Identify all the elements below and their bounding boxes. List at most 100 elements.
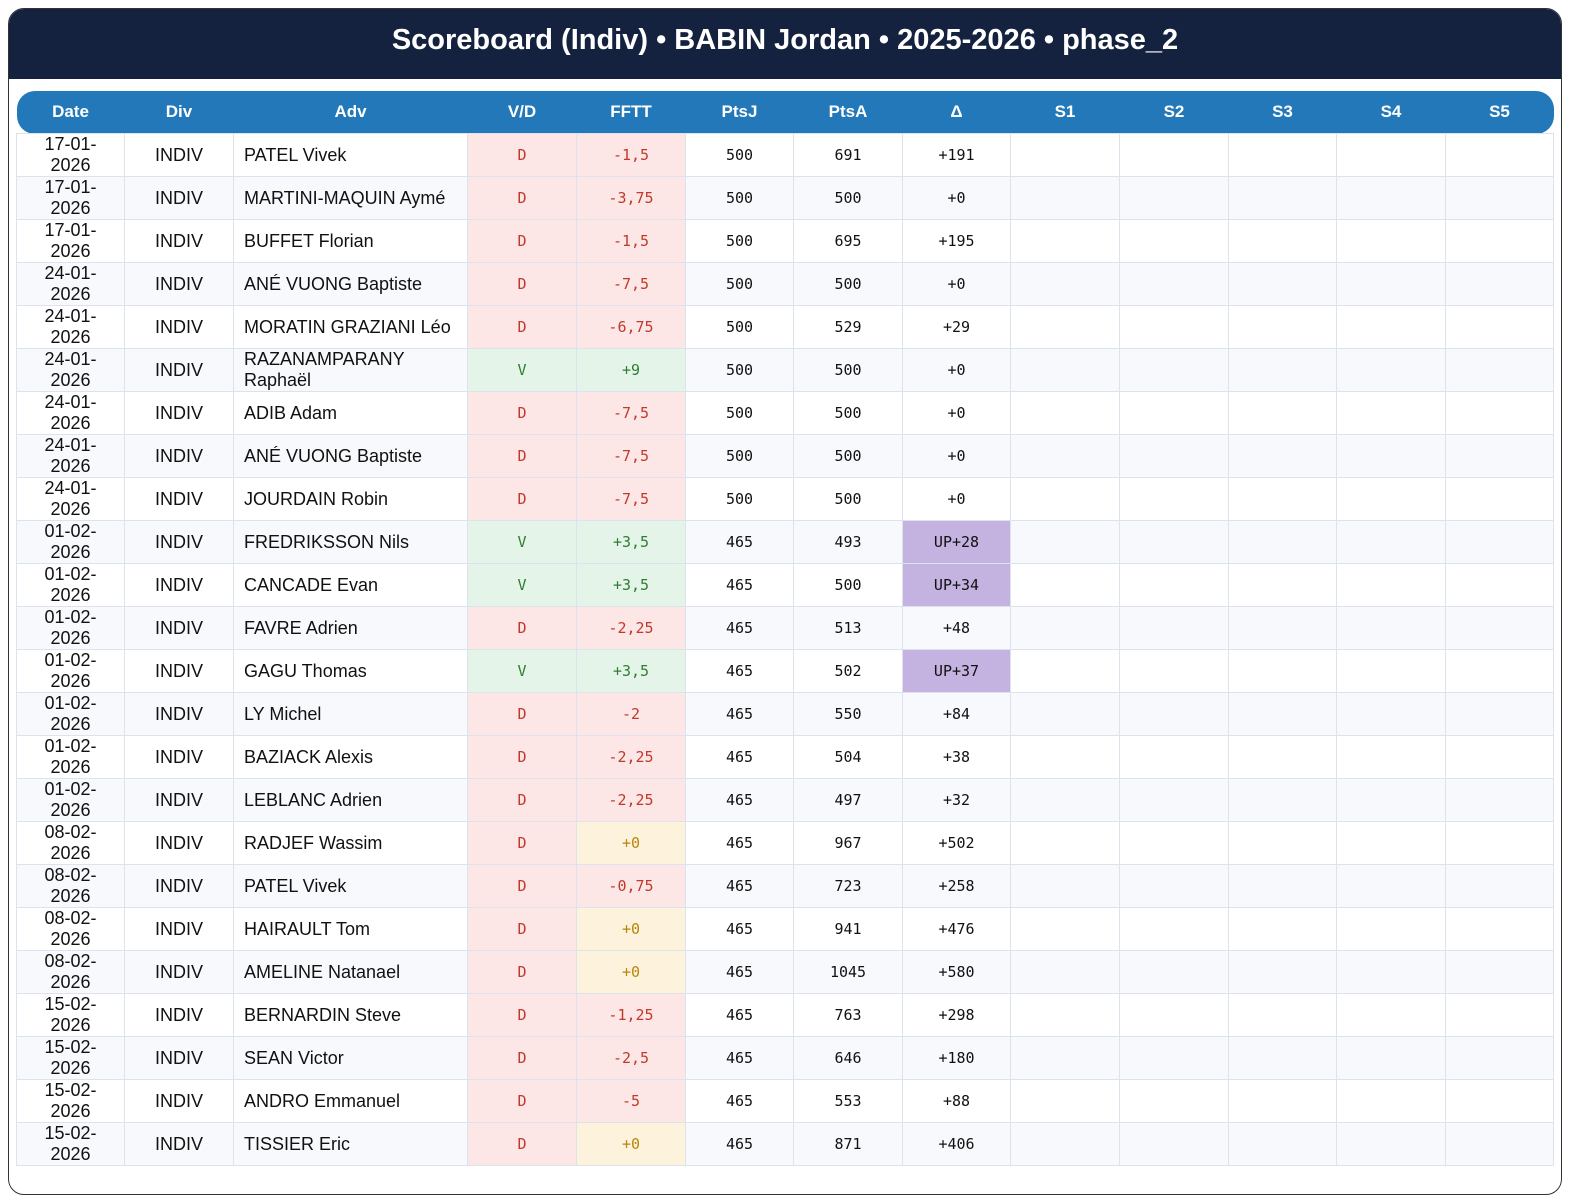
cell: 08-02-2026 (16, 950, 125, 994)
cell: 500 (793, 563, 903, 607)
row: 24-01-2026 INDIV JOURDAIN Robin D -7,5 500 500… (16, 477, 1554, 521)
cell: INDIV (124, 993, 234, 1037)
column-header: Div (124, 91, 234, 134)
empty-cell (1336, 821, 1446, 865)
column-header: S1 (1010, 91, 1120, 134)
cell: 504 (793, 735, 903, 779)
empty-cell (1119, 993, 1229, 1037)
cell: +580 (902, 950, 1011, 994)
empty-cell (1445, 477, 1554, 521)
cell: -7,5 (576, 391, 686, 435)
cell: -5 (576, 1079, 686, 1123)
empty-cell (1445, 778, 1554, 822)
cell: 01-02-2026 (16, 692, 125, 736)
empty-cell (1119, 950, 1229, 994)
row: 24-01-2026 INDIV MORATIN GRAZIANI Léo D -6,7… (16, 305, 1554, 349)
cell: 493 (793, 520, 903, 564)
cell: +191 (902, 133, 1011, 177)
empty-cell (1119, 864, 1229, 908)
score-table: Date Div Adv V/D FFTT PtsJ PtsA Δ S1 S2 S3 S4 S5 17-… (16, 91, 1554, 1166)
empty-cell (1336, 434, 1446, 478)
cell: 500 (793, 391, 903, 435)
cell: BUFFET Florian (233, 219, 468, 263)
cell: 500 (685, 434, 794, 478)
cell: D (467, 1036, 577, 1080)
cell: RAZANAMPARANY Raphaël (233, 348, 468, 392)
cell: -2,25 (576, 735, 686, 779)
cell: INDIV (124, 563, 234, 607)
cell: D (467, 262, 577, 306)
cell: V (467, 348, 577, 392)
cell: 500 (685, 305, 794, 349)
cell: 01-02-2026 (16, 606, 125, 650)
cell: -1,25 (576, 993, 686, 1037)
cell: D (467, 305, 577, 349)
cell: 465 (685, 692, 794, 736)
row: 15-02-2026 INDIV BERNARDIN Steve D -1,25 465 7… (16, 993, 1554, 1037)
cell: CANCADE Evan (233, 563, 468, 607)
empty-cell (1445, 950, 1554, 994)
column-header: S4 (1336, 91, 1446, 134)
empty-cell (1445, 692, 1554, 736)
cell: 500 (793, 176, 903, 220)
cell: INDIV (124, 305, 234, 349)
cell: INDIV (124, 821, 234, 865)
empty-cell (1010, 993, 1120, 1037)
cell: 553 (793, 1079, 903, 1123)
cell: INDIV (124, 735, 234, 779)
column-header: PtsJ (685, 91, 794, 134)
cell: +88 (902, 1079, 1011, 1123)
cell: D (467, 434, 577, 478)
empty-cell (1228, 1036, 1337, 1080)
empty-cell (1010, 1036, 1120, 1080)
column-header: S2 (1119, 91, 1229, 134)
cell: 17-01-2026 (16, 133, 125, 177)
cell: ANÉ VUONG Baptiste (233, 262, 468, 306)
cell: 513 (793, 606, 903, 650)
title: Scoreboard (Indiv) • BABIN Jordan • 2025… (9, 9, 1561, 79)
table-wrap: Date Div Adv V/D FFTT PtsJ PtsA Δ S1 S2 S3 S4 S5 17-… (16, 91, 1554, 1166)
cell: 465 (685, 864, 794, 908)
column-header: Adv (233, 91, 468, 134)
empty-cell (1010, 1122, 1120, 1166)
row: 01-02-2026 INDIV BAZIACK Alexis D -2,25 465 50… (16, 735, 1554, 779)
cell: BAZIACK Alexis (233, 735, 468, 779)
cell: +0 (576, 821, 686, 865)
cell: JOURDAIN Robin (233, 477, 468, 521)
cell: +84 (902, 692, 1011, 736)
empty-cell (1228, 219, 1337, 263)
cell: 465 (685, 778, 794, 822)
cell: INDIV (124, 950, 234, 994)
empty-cell (1228, 907, 1337, 951)
empty-cell (1119, 563, 1229, 607)
empty-cell (1228, 778, 1337, 822)
cell: +0 (902, 348, 1011, 392)
cell: +3,5 (576, 520, 686, 564)
cell: D (467, 133, 577, 177)
empty-cell (1445, 133, 1554, 177)
cell: D (467, 391, 577, 435)
empty-cell (1336, 262, 1446, 306)
cell: +0 (902, 391, 1011, 435)
cell: -3,75 (576, 176, 686, 220)
empty-cell (1228, 864, 1337, 908)
empty-cell (1010, 262, 1120, 306)
cell: D (467, 735, 577, 779)
empty-cell (1228, 520, 1337, 564)
cell: 465 (685, 735, 794, 779)
empty-cell (1228, 821, 1337, 865)
empty-cell (1228, 305, 1337, 349)
cell: 723 (793, 864, 903, 908)
empty-cell (1445, 219, 1554, 263)
empty-cell (1445, 606, 1554, 650)
cell: D (467, 606, 577, 650)
cell: 695 (793, 219, 903, 263)
cell: 500 (685, 348, 794, 392)
cell: D (467, 692, 577, 736)
cell: INDIV (124, 907, 234, 951)
empty-cell (1010, 563, 1120, 607)
cell: D (467, 821, 577, 865)
empty-cell (1010, 520, 1120, 564)
empty-cell (1336, 950, 1446, 994)
empty-cell (1336, 993, 1446, 1037)
